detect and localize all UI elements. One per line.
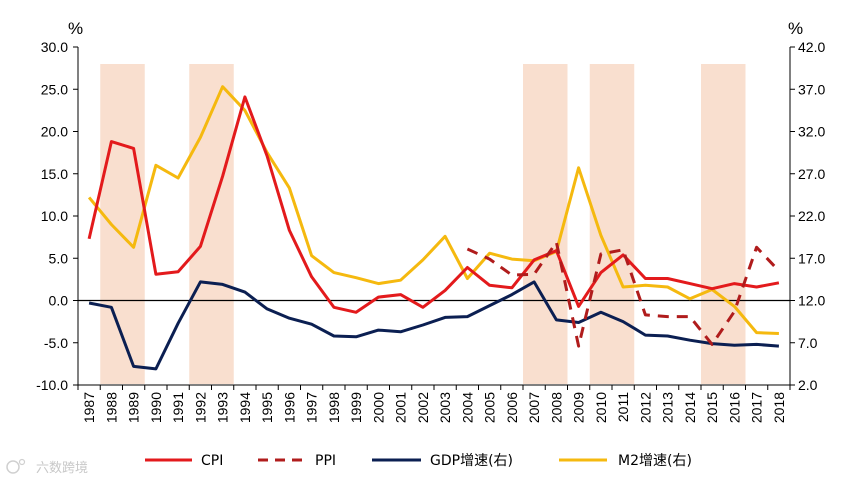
watermark: 六数跨境	[6, 458, 88, 476]
x-tick-label: 2017	[749, 392, 765, 423]
left-tick-label: 30.0	[41, 39, 68, 55]
shaded-periods	[100, 64, 746, 384]
right-tick-label: 12.0	[798, 293, 825, 309]
watermark-logo-dot	[18, 458, 26, 466]
left-tick-label: 25.0	[41, 81, 68, 97]
x-tick-label: 1995	[259, 392, 275, 423]
series-line-ppi	[466, 240, 780, 348]
x-tick-label: 2005	[482, 392, 498, 423]
x-tick-label: 1994	[237, 392, 253, 423]
shaded-period-3	[523, 64, 568, 384]
x-tick-label: 2008	[548, 392, 564, 423]
right-tick-label: 42.0	[798, 39, 825, 55]
legend-item-gdp: GDP增速(右)	[372, 453, 513, 469]
watermark-text: 六数跨境	[36, 461, 88, 476]
x-tick-label: 2002	[415, 392, 431, 423]
shaded-period-2	[189, 64, 234, 384]
left-tick-label: -5.0	[44, 335, 68, 351]
shaded-period-1	[100, 64, 145, 384]
right-tick-label: 17.0	[798, 250, 825, 266]
right-tick-label: 37.0	[798, 81, 825, 97]
legend-item-m2: M2增速(右)	[559, 453, 692, 469]
legend-item-cpi: CPI	[145, 453, 223, 469]
x-tick-label: 1996	[281, 392, 297, 423]
legend-label-gdp: GDP增速(右)	[430, 453, 513, 469]
x-tick-label: 2015	[704, 392, 720, 423]
x-tick-label: 2011	[615, 392, 631, 422]
x-tick-label: 1993	[215, 392, 231, 423]
legend-label-ppi: PPI	[315, 453, 336, 469]
right-tick-label: 32.0	[798, 124, 825, 140]
x-tick-label: 2000	[370, 392, 386, 423]
right-tick-label: 27.0	[798, 166, 825, 182]
x-tick-label: 2003	[437, 392, 453, 423]
x-tick-label: 2009	[571, 392, 587, 423]
left-tick-label: 20.0	[41, 124, 68, 140]
series-line-gdp	[88, 280, 780, 371]
right-unit-label: %	[788, 19, 803, 38]
x-tick-label: 1989	[126, 392, 142, 423]
left-unit-label: %	[68, 19, 83, 38]
x-tick-label: 1990	[148, 392, 164, 423]
x-tick-label: 1987	[81, 392, 97, 423]
series-line-cpi	[87, 95, 780, 314]
x-tick-label: 2018	[771, 392, 787, 423]
x-tick-label: 1991	[170, 392, 186, 423]
right-tick-label: 2.0	[798, 377, 818, 393]
legend: CPI PPI GDP增速(右) M2增速(右)	[145, 453, 692, 469]
left-tick-label: 10.0	[41, 208, 68, 224]
left-tick-label: 15.0	[41, 166, 68, 182]
axes: % %	[68, 19, 803, 386]
watermark-logo-icon	[6, 460, 20, 474]
left-y-ticks: -10.0 -5.0 0.0 5.0 10.0 15.0 20.0 25.0 30.0	[36, 39, 78, 393]
x-tick-label: 2007	[526, 392, 542, 423]
x-ticks: 1987 1988 1989 1990 1991 1992 1993 1994 1995 1996…	[77, 385, 791, 423]
x-tick-label: 2014	[682, 392, 698, 423]
x-tick-label: 2001	[393, 392, 409, 423]
x-tick-label: 2016	[726, 392, 742, 423]
x-tick-label: 1997	[304, 392, 320, 423]
x-tick-label: 2013	[660, 392, 676, 423]
x-tick-label: 2006	[504, 392, 520, 423]
x-tick-label: 1999	[348, 392, 364, 423]
legend-item-ppi: PPI	[258, 453, 336, 469]
left-tick-label: 5.0	[49, 250, 69, 266]
legend-label-cpi: CPI	[201, 453, 223, 469]
x-tick-label: 1988	[103, 392, 119, 423]
x-tick-label: 1998	[326, 392, 342, 423]
series	[87, 85, 780, 371]
legend-label-m2: M2增速(右)	[618, 453, 692, 469]
series-line-m2	[87, 85, 779, 335]
x-tick-label: 2012	[637, 392, 653, 423]
x-tick-label: 2004	[459, 392, 475, 423]
x-tick-label: 2010	[593, 392, 609, 423]
right-y-ticks: 2.0 7.0 12.0 17.0 22.0 27.0 32.0 37.0 42.0	[790, 39, 825, 393]
x-tick-label: 1992	[192, 392, 208, 423]
shaded-period-5	[701, 64, 746, 384]
right-tick-label: 7.0	[798, 335, 818, 351]
left-tick-label: -10.0	[36, 377, 68, 393]
left-tick-label: 0.0	[49, 293, 69, 309]
right-tick-label: 22.0	[798, 208, 825, 224]
